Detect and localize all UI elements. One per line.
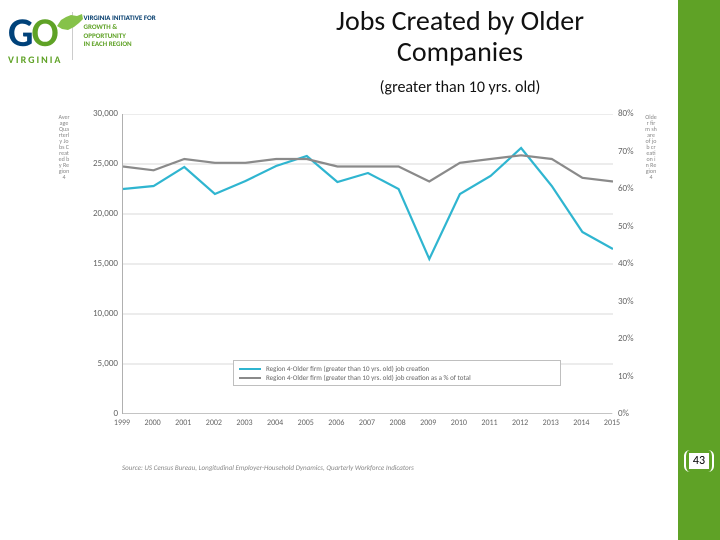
tagline-line2b: OPPORTUNITY xyxy=(83,31,125,40)
chart-container: Average Quarterly Jobs Created by Region… xyxy=(62,104,658,474)
legend-label-0: Region 4-Older firm (greater than 10 yrs… xyxy=(266,364,429,373)
y-left-tick: 5,000 xyxy=(78,358,118,369)
title-line1: Jobs Created by Older xyxy=(336,3,584,38)
x-tick: 2002 xyxy=(206,418,222,428)
legend-item-0: Region 4-Older firm (greater than 10 yrs… xyxy=(239,364,555,373)
x-tick: 2000 xyxy=(145,418,161,428)
y-right-tick: 70% xyxy=(618,146,648,157)
y-right-tick: 10% xyxy=(618,371,648,382)
title-line2: Companies xyxy=(397,34,523,69)
x-tick: 2004 xyxy=(267,418,283,428)
page-subtitle: (greater than 10 yrs. old) xyxy=(260,78,660,97)
x-tick: 2001 xyxy=(175,418,191,428)
left-axis-title: Average Quarterly Jobs Created by Region… xyxy=(58,114,70,180)
y-right-tick: 80% xyxy=(618,108,648,119)
series-group xyxy=(123,148,613,259)
x-tick: 2006 xyxy=(328,418,344,428)
y-left-tick: 30,000 xyxy=(78,108,118,119)
legend-swatch-0 xyxy=(239,368,261,370)
y-right-tick: 60% xyxy=(618,183,648,194)
x-tick: 2015 xyxy=(604,418,620,428)
x-tick: 1999 xyxy=(114,418,130,428)
chart-source: Source: US Census Bureau, Longitudinal E… xyxy=(122,463,414,472)
y-right-tick: 30% xyxy=(618,296,648,307)
x-tick: 2007 xyxy=(359,418,375,428)
y-right-tick: 50% xyxy=(618,221,648,232)
page-title: Jobs Created by Older Companies xyxy=(260,6,660,68)
y-right-tick: 20% xyxy=(618,333,648,344)
virginia-state-icon xyxy=(55,12,85,34)
x-tick: 2003 xyxy=(236,418,252,428)
page-number-badge: 43 xyxy=(684,450,714,472)
y-left-tick: 20,000 xyxy=(78,208,118,219)
x-tick: 2005 xyxy=(298,418,314,428)
x-tick: 2010 xyxy=(451,418,467,428)
plot-area: Region 4-Older firm (greater than 10 yrs… xyxy=(122,114,612,414)
tagline-line2a: GROWTH & xyxy=(83,22,117,31)
y-left-tick: 25,000 xyxy=(78,158,118,169)
y-right-tick: 0% xyxy=(618,408,648,419)
legend-label-1: Region 4-Older firm (greater than 10 yrs… xyxy=(266,373,471,382)
tagline-line3: IN EACH REGION xyxy=(83,40,155,49)
x-tick: 2011 xyxy=(481,418,497,428)
logo: GO VIRGINIA VIRGINIA INITIATIVE FOR GROW… xyxy=(8,8,252,70)
y-right-tick: 40% xyxy=(618,258,648,269)
logo-o: O xyxy=(32,8,57,57)
y-left-tick: 10,000 xyxy=(78,308,118,319)
logo-tagline: VIRGINIA INITIATIVE FOR GROWTH & OPPORTU… xyxy=(83,14,155,49)
legend: Region 4-Older firm (greater than 10 yrs… xyxy=(233,360,561,386)
x-tick: 2013 xyxy=(543,418,559,428)
y-left-tick: 0 xyxy=(78,408,118,419)
x-tick: 2012 xyxy=(512,418,528,428)
legend-item-1: Region 4-Older firm (greater than 10 yrs… xyxy=(239,373,555,382)
y-left-tick: 15,000 xyxy=(78,258,118,269)
go-virginia-mark: GO VIRGINIA xyxy=(8,8,62,66)
x-tick: 2014 xyxy=(573,418,589,428)
x-tick: 2009 xyxy=(420,418,436,428)
legend-swatch-1 xyxy=(239,377,261,379)
logo-g: G xyxy=(8,8,32,57)
x-tick: 2008 xyxy=(390,418,406,428)
